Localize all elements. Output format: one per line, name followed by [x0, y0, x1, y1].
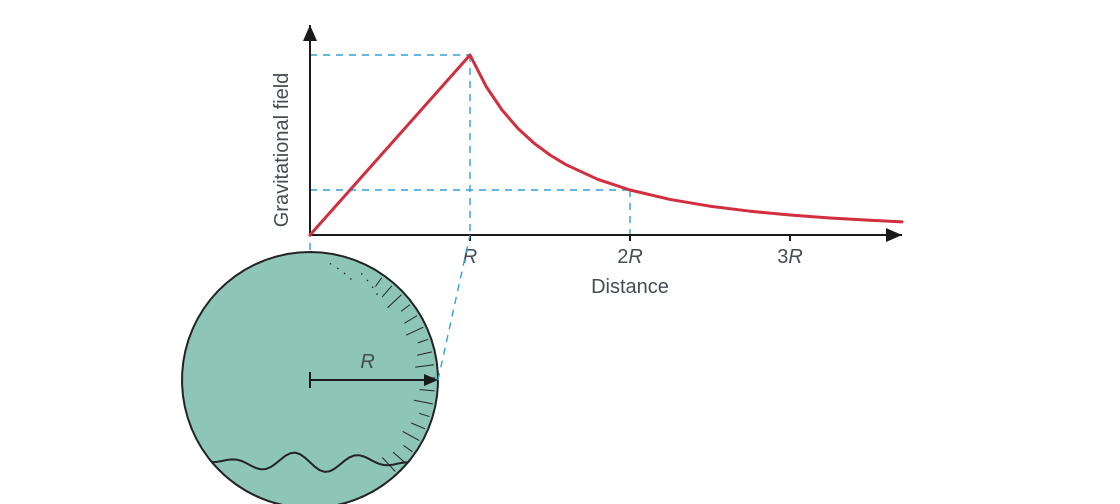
gravitational-field-diagram: R 2R 3R Distance Gravitational field R — [0, 0, 1120, 504]
guide-lines — [310, 55, 630, 235]
x-tick-label: 3R — [777, 246, 803, 268]
y-axis-arrow — [303, 25, 317, 41]
x-axis-arrow — [886, 228, 902, 242]
x-tick-label: R — [463, 246, 477, 268]
planet-sphere: R — [182, 252, 438, 504]
axes: R 2R 3R Distance Gravitational field — [271, 25, 902, 298]
field-curve — [310, 55, 902, 235]
x-axis-label: Distance — [591, 276, 669, 298]
y-axis-label: Gravitational field — [271, 73, 293, 228]
x-tick-label: 2R — [617, 246, 643, 268]
sphere-radius-label: R — [360, 351, 374, 373]
